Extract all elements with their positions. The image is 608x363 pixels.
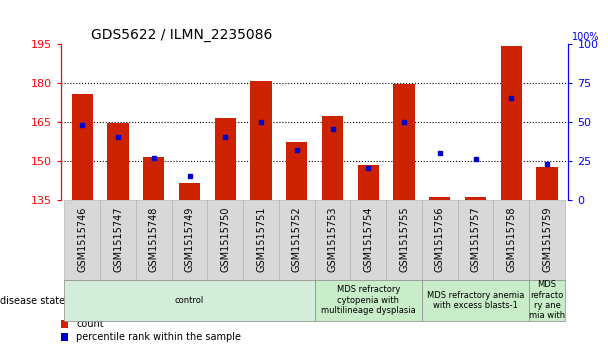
Text: GSM1515750: GSM1515750: [220, 207, 230, 272]
Text: GSM1515748: GSM1515748: [149, 207, 159, 272]
Bar: [143, 157, 165, 200]
Text: MDS
refracto
ry ane
mia with: MDS refracto ry ane mia with: [529, 280, 565, 321]
Bar: [358, 164, 379, 200]
Text: GSM1515757: GSM1515757: [471, 207, 480, 272]
Bar: [429, 197, 451, 200]
Bar: [536, 167, 558, 200]
Bar: [250, 81, 272, 200]
Bar: [465, 197, 486, 200]
Bar: [107, 123, 129, 200]
Text: GSM1515751: GSM1515751: [256, 207, 266, 272]
Bar: [500, 46, 522, 200]
Text: GSM1515754: GSM1515754: [363, 207, 373, 272]
Text: control: control: [175, 296, 204, 305]
Bar: [393, 84, 415, 200]
Text: GDS5622 / ILMN_2235086: GDS5622 / ILMN_2235086: [91, 28, 272, 42]
Text: MDS refractory anemia
with excess blasts-1: MDS refractory anemia with excess blasts…: [427, 291, 524, 310]
Text: GSM1515759: GSM1515759: [542, 207, 552, 272]
Text: GSM1515758: GSM1515758: [506, 207, 516, 272]
Bar: [286, 142, 308, 200]
Bar: [72, 94, 93, 200]
Text: GSM1515749: GSM1515749: [184, 207, 195, 272]
Text: disease state  ▶: disease state ▶: [0, 295, 79, 305]
Text: 100%: 100%: [572, 32, 599, 42]
Text: GSM1515747: GSM1515747: [113, 207, 123, 272]
Bar: [322, 117, 344, 200]
Legend: count, percentile rank within the sample: count, percentile rank within the sample: [61, 319, 241, 342]
Text: MDS refractory
cytopenia with
multilineage dysplasia: MDS refractory cytopenia with multilinea…: [321, 285, 416, 315]
Text: GSM1515753: GSM1515753: [328, 207, 337, 272]
Text: GSM1515752: GSM1515752: [292, 207, 302, 272]
Text: GSM1515746: GSM1515746: [77, 207, 88, 272]
Text: GSM1515756: GSM1515756: [435, 207, 445, 272]
Bar: [215, 118, 236, 200]
Bar: [179, 183, 200, 200]
Text: GSM1515755: GSM1515755: [399, 207, 409, 272]
